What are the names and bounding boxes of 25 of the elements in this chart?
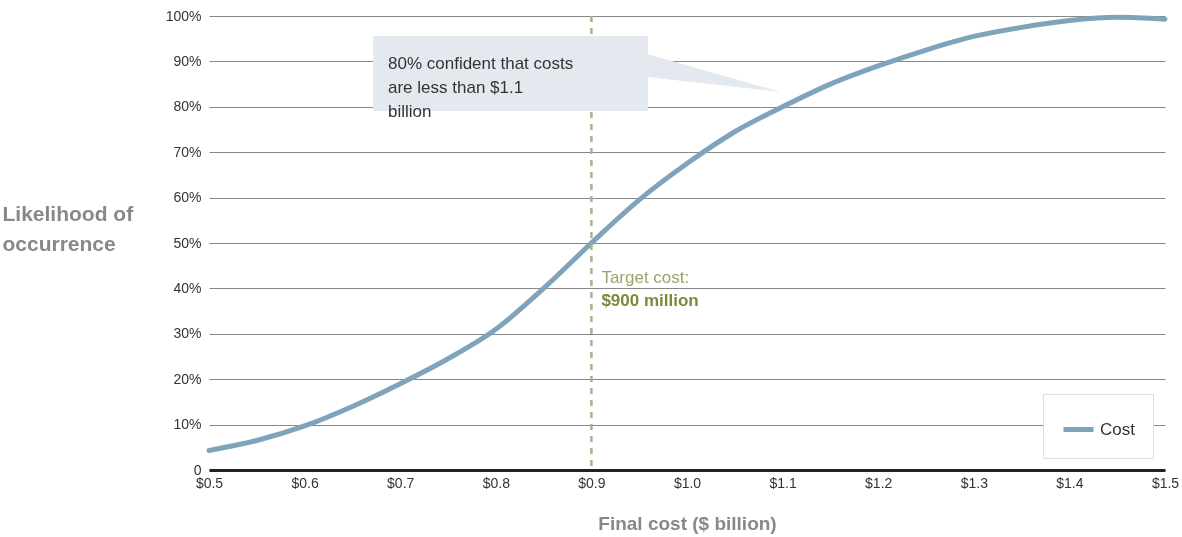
y-tick-label: 100%: [165, 7, 202, 24]
x-tick-label: $1.1: [769, 474, 797, 491]
y-tick-label: 80%: [173, 98, 202, 115]
y-tick-label: 40%: [173, 279, 202, 296]
y-tick-label: 70%: [173, 143, 202, 160]
x-tick-label: $1.5: [1151, 474, 1180, 491]
y-axis-title: Likelihood of occurrence: [2, 201, 135, 255]
x-tick-label: $0.7: [387, 474, 415, 491]
x-tick-label: $1.0: [673, 474, 702, 491]
x-tick-label: $1.3: [960, 474, 989, 491]
y-tick-label: 20%: [173, 370, 202, 387]
x-tick-label: $0.8: [482, 474, 511, 491]
legend-label: Cost: [1100, 419, 1136, 439]
annotation: 80% confident that costs are less than $1.1 billion: [388, 54, 574, 121]
x-tick-label: $0.9: [578, 474, 606, 491]
y-tick-label: 90%: [173, 52, 202, 69]
x-tick-label: $1.4: [1056, 474, 1084, 491]
y-tick-label: 60%: [173, 189, 202, 206]
y-tick-label: 50%: [173, 234, 202, 251]
x-tick-label: $1.2: [865, 474, 893, 491]
x-axis-title: Final cost ($ billion): [598, 512, 777, 534]
x-tick-label: $0.6: [291, 474, 319, 491]
ref-line-label: Target cost: $900 million: [601, 268, 699, 310]
y-tick-label: 30%: [173, 325, 202, 342]
y-tick-label: 10%: [173, 416, 202, 433]
